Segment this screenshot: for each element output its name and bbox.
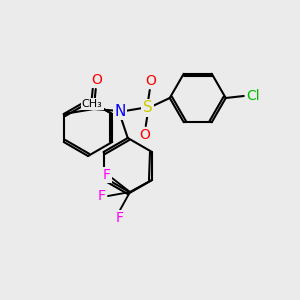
Text: N: N: [114, 103, 125, 118]
Text: O: O: [91, 73, 102, 87]
Text: O: O: [145, 74, 156, 88]
Text: Cl: Cl: [246, 89, 260, 103]
Text: S: S: [143, 100, 153, 116]
Text: F: F: [116, 211, 124, 225]
Text: F: F: [98, 189, 106, 203]
Text: F: F: [103, 168, 111, 182]
Text: CH₃: CH₃: [82, 99, 103, 109]
Text: O: O: [139, 128, 150, 142]
